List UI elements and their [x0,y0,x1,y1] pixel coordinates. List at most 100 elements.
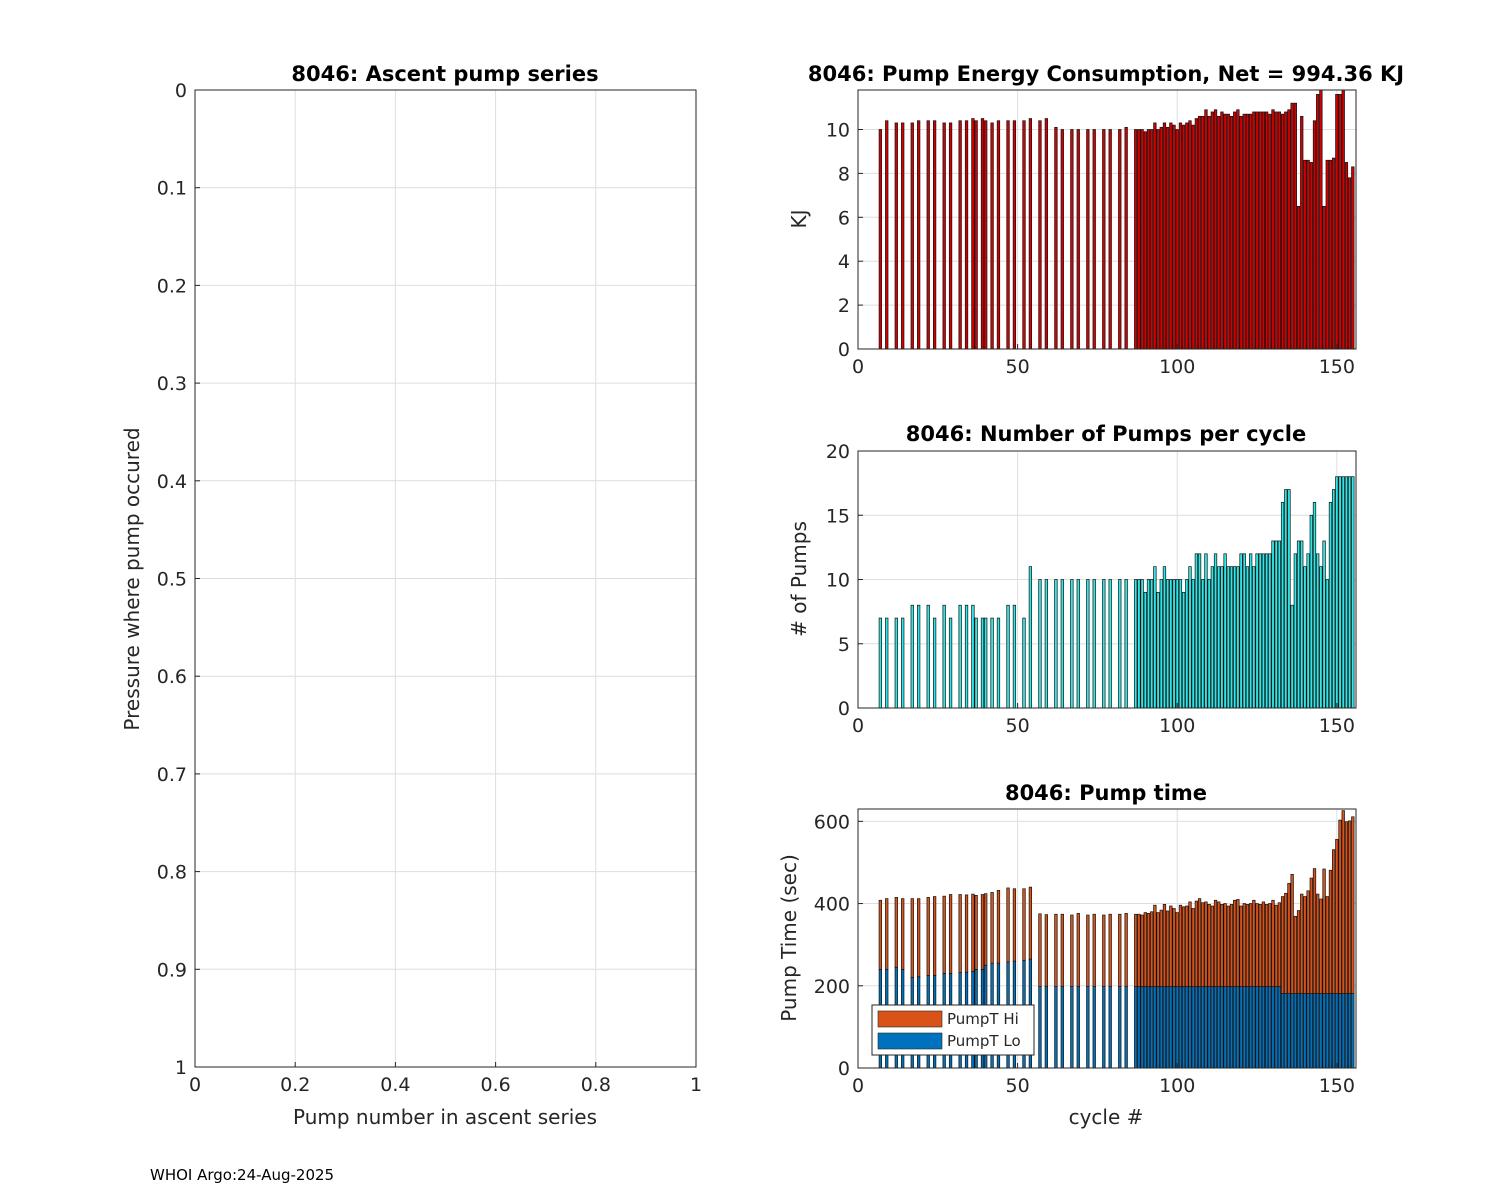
pumptime-hi-bar [1153,904,1157,987]
pumptime-lo-bar [1166,986,1170,1069]
pumptime-hi-bar [1194,900,1199,987]
energy-bar [1303,159,1307,350]
pumps-bar [1255,553,1259,709]
energy-bar [1162,122,1167,350]
pumptime-lo-bar [1258,986,1262,1069]
pumptime-hi-bar [1296,910,1301,994]
pumps-y-tick-label: 0 [838,698,850,720]
pumptime-hi-bar [1271,899,1275,987]
pumptime-lo-bar [1233,986,1237,1069]
pumps-bar [1204,553,1208,709]
pumptime-hi-bar [1150,911,1154,987]
pumps-bar [1006,604,1010,709]
pumps-x-tick-label: 150 [1319,715,1355,737]
energy-bar [1134,129,1138,350]
pumptime-hi-bar [910,898,914,978]
pumptime-hi-bar [1172,908,1176,987]
energy-bar [1316,94,1320,350]
energy-bar [1006,120,1010,350]
pumptime-lo-bar [1316,993,1320,1069]
pumptime-lo-bar [1287,993,1291,1069]
energy-bar [1178,122,1183,350]
energy-bar [1300,115,1304,350]
energy-bar [1210,111,1214,350]
energy-bar [1264,111,1269,350]
pumps-bar [1012,604,1017,709]
pumps-bar [942,604,946,709]
energy-bar [1153,122,1157,350]
energy-bar [1143,131,1147,350]
pumps-bar [1181,591,1186,709]
pumptime-lo-bar [1245,986,1250,1069]
pumptime-hi-bar [1274,904,1278,987]
pumptime-lo-bar [1185,986,1189,1069]
pumptime-hi-bar [971,893,975,972]
energy-bar [1140,129,1144,350]
pumps-bar [1194,553,1199,709]
energy-bar [1108,129,1112,350]
energy-bar [1185,122,1189,350]
pumptime-hi-bar [1316,893,1320,994]
pumps-bar [1223,553,1227,709]
pumptime-y-axis-label: Pump Time (sec) [777,854,801,1022]
pumptime-hi-bar [1178,904,1183,987]
pumptime-lo-bar [1146,986,1151,1069]
energy-bar [1156,129,1160,350]
pumptime-lo-bar [1280,993,1285,1069]
pumptime-hi-bar [1076,913,1080,987]
energy-bar [1242,113,1246,350]
pumptime-x-axis-label: cycle # [1069,1105,1144,1129]
pumptime-hi-bar [1344,821,1349,994]
pumps-bar [1054,579,1058,709]
pumptime-lo-bar [1300,993,1304,1069]
pumps-bar [1338,476,1342,709]
ascent-x-tick-label: 0 [189,1074,201,1096]
pumptime-hi-bar [1012,888,1017,962]
pumps-bar [1076,579,1080,709]
energy-bar [1312,120,1317,350]
pumptime-hi-bar [948,894,953,974]
pumptime-hi-bar [1124,913,1128,987]
pumptime-hi-bar [1162,904,1167,987]
pumptime-hi-bar [1166,910,1170,987]
pumptime-lo-bar [1220,986,1224,1069]
pumps-bar [1229,566,1234,709]
pumptime-hi-bar [1325,896,1329,994]
pumptime-hi-bar [1287,883,1291,994]
energy-bar [1293,102,1297,350]
pumptime-hi-bar [1236,899,1240,987]
pumps-bar [1201,579,1205,709]
pumptime-hi-bar [1300,893,1304,994]
pumptime-hi-bar [1245,904,1250,987]
pumptime-hi-bar [1249,903,1253,987]
pumptime-lo-bar [1252,986,1256,1069]
pumptime-hi-bar [980,894,985,970]
ascent-chart-title: 8046: Ascent pump series [291,62,598,86]
energy-bar [1245,113,1250,350]
pumps-bar [1322,540,1326,709]
pumptime-y-tick-label: 600 [814,811,850,833]
pumps-bar [1137,579,1141,709]
pumptime-hi-bar [1213,899,1218,987]
energy-bar [1159,126,1163,350]
energy-bar [1335,94,1339,350]
pumptime-hi-bar [1102,914,1106,987]
energy-bar [942,122,946,350]
pumptime-hi-bar [1242,903,1246,987]
energy-bar [980,118,985,350]
pumps-x-tick-label: 0 [852,715,864,737]
pumps-bar [948,617,953,709]
pumptime-lo-bar [1249,986,1253,1069]
pumptime-hi-bar [1252,899,1256,987]
energy-bar [1223,113,1227,350]
energy-bar [948,122,953,350]
energy-bar [1325,159,1329,350]
pumps-bar [1252,566,1256,709]
energy-bar [1287,109,1291,350]
energy-bar [1341,89,1345,350]
pumptime-hi-bar [990,892,994,964]
pumps-y-axis-label: # of Pumps [787,521,811,637]
pumps-bar [1239,553,1243,709]
pumps-bar [1328,502,1333,709]
pumptime-lo-bar [1102,986,1106,1069]
